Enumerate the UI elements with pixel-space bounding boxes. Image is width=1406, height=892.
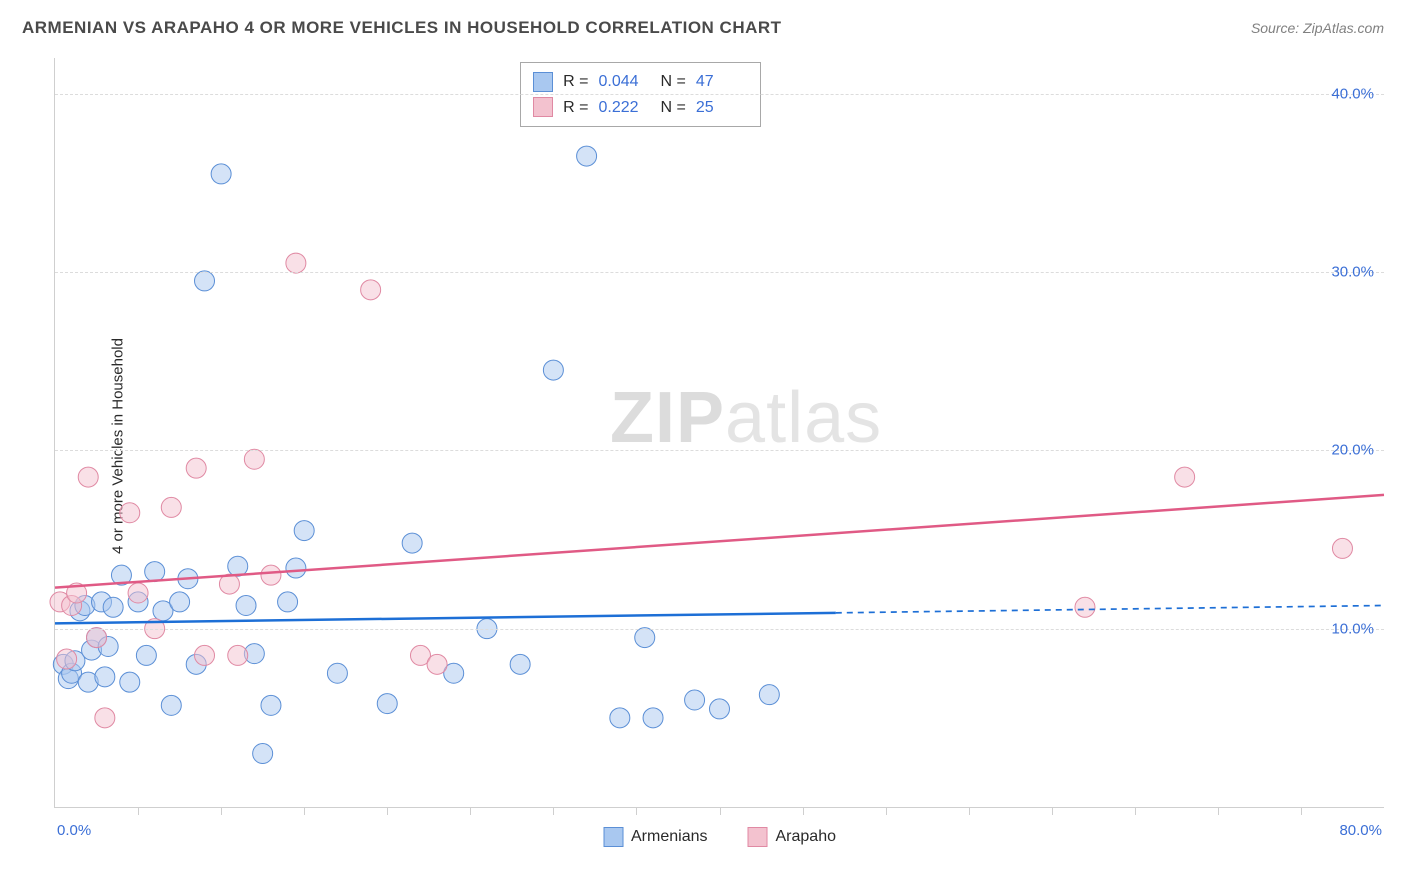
legend-n-label: N = [660,69,685,95]
legend-swatch [533,97,553,117]
legend-r-value: 0.044 [598,69,650,95]
scatter-point [145,562,165,582]
scatter-point [294,521,314,541]
scatter-point [103,597,123,617]
x-tick [1218,807,1219,815]
scatter-point [120,503,140,523]
legend-n-label: N = [660,95,685,121]
gridline [55,450,1384,451]
header: ARMENIAN VS ARAPAHO 4 OR MORE VEHICLES I… [22,18,1384,38]
scatter-point [78,467,98,487]
x-tick-label: 80.0% [1339,822,1382,839]
x-tick [803,807,804,815]
chart-title: ARMENIAN VS ARAPAHO 4 OR MORE VEHICLES I… [22,18,782,38]
scatter-point [170,592,190,612]
trend-line-dashed [836,605,1384,612]
legend-r-label: R = [563,95,588,121]
scatter-point [643,708,663,728]
scatter-point [195,645,215,665]
legend-r-value: 0.222 [598,95,650,121]
y-tick-label: 40.0% [1331,85,1374,102]
legend-series-label: Arapaho [775,828,836,846]
legend-series-item: Arapaho [747,827,836,847]
y-tick-label: 20.0% [1331,442,1374,459]
scatter-point [253,744,273,764]
legend-swatch [747,827,767,847]
x-tick [304,807,305,815]
x-tick [1301,807,1302,815]
legend-swatch [603,827,623,847]
source-label: Source: ZipAtlas.com [1251,20,1384,36]
x-tick-label: 0.0% [57,822,91,839]
trend-line [55,495,1384,588]
x-tick [886,807,887,815]
legend-correlation-row: R = 0.222 N = 25 [533,95,748,121]
scatter-point [161,497,181,517]
y-tick-label: 30.0% [1331,264,1374,281]
gridline [55,629,1384,630]
scatter-point [361,280,381,300]
scatter-point [543,360,563,380]
scatter-point [261,565,281,585]
scatter-point [577,146,597,166]
gridline [55,94,1384,95]
scatter-point [244,449,264,469]
x-tick [1135,807,1136,815]
scatter-point [1075,597,1095,617]
scatter-point [57,649,77,669]
scatter-point [327,663,347,683]
x-tick [387,807,388,815]
scatter-point [1332,538,1352,558]
legend-series-item: Armenians [603,827,707,847]
scatter-point [710,699,730,719]
x-tick [720,807,721,815]
scatter-point [87,628,107,648]
scatter-point [610,708,630,728]
x-tick [470,807,471,815]
scatter-point [635,628,655,648]
scatter-point [228,645,248,665]
scatter-point [128,583,148,603]
scatter-point [236,595,256,615]
legend-correlation-row: R = 0.044 N = 47 [533,69,748,95]
scatter-point [286,558,306,578]
legend-swatch [533,72,553,92]
scatter-point [377,694,397,714]
legend-series: Armenians Arapaho [603,827,836,847]
x-tick [221,807,222,815]
scatter-point [95,667,115,687]
scatter-point [211,164,231,184]
chart-area: ZIPatlas R =0.044N =47R =0.222N =25 Arme… [54,58,1384,808]
scatter-point [95,708,115,728]
scatter-point [278,592,298,612]
legend-n-value: 25 [696,95,748,121]
scatter-point [685,690,705,710]
legend-series-label: Armenians [631,828,707,846]
scatter-point [195,271,215,291]
y-tick-label: 10.0% [1331,620,1374,637]
x-tick [553,807,554,815]
scatter-point [136,645,156,665]
x-tick [138,807,139,815]
gridline [55,272,1384,273]
x-tick [636,807,637,815]
x-tick [1052,807,1053,815]
plot-svg [55,58,1384,807]
scatter-point [120,672,140,692]
scatter-point [1175,467,1195,487]
scatter-point [427,654,447,674]
legend-r-label: R = [563,69,588,95]
scatter-point [261,695,281,715]
legend-n-value: 47 [696,69,748,95]
x-tick [969,807,970,815]
scatter-point [186,458,206,478]
scatter-point [510,654,530,674]
scatter-point [402,533,422,553]
scatter-point [286,253,306,273]
scatter-point [161,695,181,715]
scatter-point [759,685,779,705]
